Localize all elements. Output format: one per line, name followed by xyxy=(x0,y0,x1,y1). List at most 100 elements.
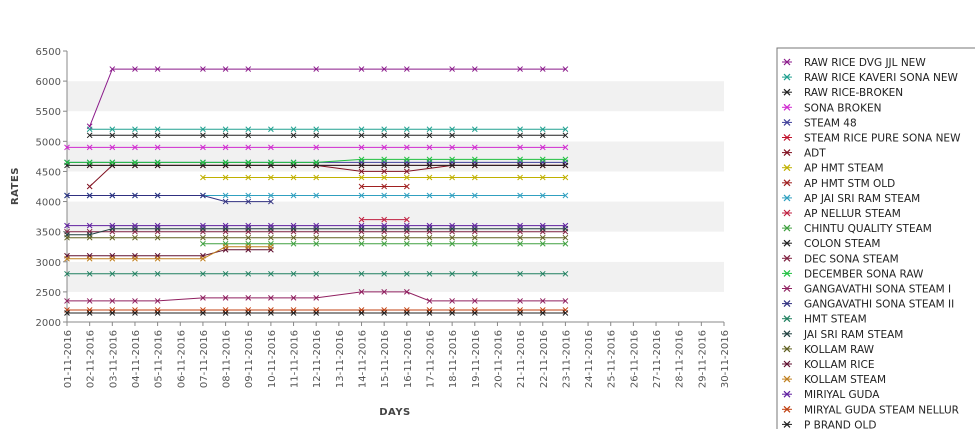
series xyxy=(64,243,274,262)
data-point xyxy=(86,270,93,277)
data-point xyxy=(449,270,455,277)
data-point xyxy=(358,132,365,139)
data-point xyxy=(517,66,523,72)
data-point xyxy=(109,270,116,277)
series-line xyxy=(67,228,566,236)
data-point xyxy=(86,183,93,190)
data-point xyxy=(403,289,410,295)
data-point xyxy=(154,310,161,316)
data-point xyxy=(200,295,206,301)
data-point xyxy=(290,222,297,229)
y-tick-label: 2500 xyxy=(36,288,61,299)
data-point xyxy=(245,159,252,166)
legend-item: AP HMT STEAM xyxy=(782,163,884,175)
data-point xyxy=(245,234,252,241)
data-point xyxy=(381,234,388,241)
legend-label: HMT STEAM xyxy=(804,314,867,326)
data-point xyxy=(471,298,478,304)
legend-label: JAI SRI RAM STEAM xyxy=(803,329,903,341)
data-point xyxy=(539,66,546,72)
x-tick-label: 18-11-2016 xyxy=(448,330,459,388)
data-point xyxy=(132,159,138,166)
data-point xyxy=(245,222,252,229)
data-point xyxy=(200,192,206,199)
data-point xyxy=(562,144,569,151)
data-point xyxy=(268,126,274,133)
data-point xyxy=(245,66,252,72)
legend-item: DECEMBER SONA RAW xyxy=(782,268,924,280)
data-point xyxy=(381,240,388,247)
x-tick-label: 19-11-2016 xyxy=(471,330,482,388)
data-point xyxy=(222,310,229,316)
data-point xyxy=(471,240,478,247)
data-point xyxy=(109,126,116,133)
data-point xyxy=(290,126,297,133)
data-point xyxy=(222,192,229,199)
data-point xyxy=(381,168,388,175)
x-tick-label: 28-11-2016 xyxy=(675,330,686,388)
data-point xyxy=(313,132,320,139)
x-tick-label: 04-11-2016 xyxy=(131,330,142,388)
legend-item: KOLLAM STEAM xyxy=(782,374,886,386)
data-point xyxy=(313,310,320,316)
data-point xyxy=(562,240,569,247)
legend-label: AP NELLUR STEAM xyxy=(804,208,901,220)
data-point xyxy=(64,222,70,229)
legend-label: KOLLAM RICE xyxy=(804,359,874,371)
data-point xyxy=(154,298,161,304)
data-point xyxy=(358,310,365,316)
data-point xyxy=(358,156,365,163)
data-point xyxy=(403,156,410,163)
data-point xyxy=(245,198,252,205)
data-point xyxy=(403,270,410,277)
data-point xyxy=(86,298,93,304)
data-point xyxy=(86,222,93,229)
legend-label: CHINTU QUALITY STEAM xyxy=(804,223,932,235)
x-tick-label: 23-11-2016 xyxy=(561,330,572,388)
data-point xyxy=(403,162,410,169)
data-point xyxy=(539,222,546,229)
x-tick-label: 14-11-2016 xyxy=(358,330,369,388)
legend-item: RAW RICE-BROKEN xyxy=(782,87,903,99)
data-point xyxy=(132,126,138,133)
data-point xyxy=(154,159,161,166)
data-point xyxy=(222,234,229,241)
data-point xyxy=(154,222,161,229)
data-point xyxy=(268,192,274,199)
data-point xyxy=(245,174,252,181)
data-point xyxy=(403,192,410,199)
grid-band xyxy=(67,81,724,112)
series xyxy=(200,240,569,247)
data-point xyxy=(358,144,365,151)
data-point xyxy=(290,310,297,316)
data-point xyxy=(471,162,478,169)
data-point xyxy=(358,162,365,169)
data-point xyxy=(86,192,93,199)
data-point xyxy=(290,174,297,181)
data-point xyxy=(381,174,388,181)
series xyxy=(64,310,569,316)
data-point xyxy=(562,162,569,169)
data-point xyxy=(86,159,93,166)
legend-items: RAW RICE DVG JJL NEW RAW RICE KAVERI SONA… xyxy=(782,57,961,429)
data-point xyxy=(517,144,523,151)
data-point xyxy=(517,174,523,181)
legend-item: RAW RICE KAVERI SONA NEW xyxy=(782,72,958,84)
data-point xyxy=(109,192,116,199)
x-tick-label: 21-11-2016 xyxy=(516,330,527,388)
legend-label: GANGAVATHI SONA STEAM I xyxy=(804,284,951,296)
data-point xyxy=(449,66,455,72)
data-point xyxy=(313,66,320,72)
x-tick-label: 16-11-2016 xyxy=(403,330,414,388)
x-tick-label: 22-11-2016 xyxy=(539,330,550,388)
data-point xyxy=(426,240,433,247)
legend-item: COLON STEAM xyxy=(782,238,880,250)
y-tick-label: 4500 xyxy=(36,167,61,178)
data-point xyxy=(471,192,478,199)
legend-item: JAI SRI RAM STEAM xyxy=(782,329,903,341)
data-point xyxy=(132,144,138,151)
x-tick-label: 08-11-2016 xyxy=(222,330,233,388)
data-point xyxy=(449,222,455,229)
data-point xyxy=(268,144,274,151)
